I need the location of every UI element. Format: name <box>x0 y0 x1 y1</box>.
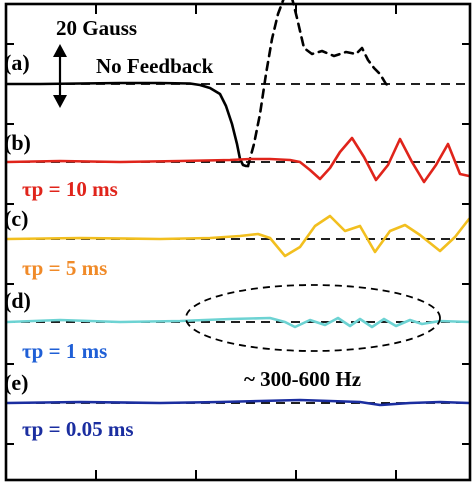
legend-tau-10ms: τp = 10 ms <box>22 177 118 201</box>
annotation-frequency: ~ 300-600 Hz <box>244 367 361 391</box>
legend-tau-0.05ms: τp = 0.05 ms <box>22 417 134 441</box>
trace-b <box>5 136 471 184</box>
trace-a-dashed <box>246 0 392 168</box>
plot-frame <box>4 2 472 482</box>
traces <box>5 0 471 407</box>
panel-label-e: (e) <box>4 370 28 395</box>
annotation-ellipse <box>185 284 441 352</box>
legend-tau-5ms: τp = 5 ms <box>22 256 107 280</box>
legend-tau-1ms: τp = 1 ms <box>22 339 107 363</box>
panel-label-a: (a) <box>4 50 30 75</box>
panel-label-d: (d) <box>4 288 31 313</box>
scale-bar-arrow <box>53 44 67 108</box>
trace-d <box>5 316 471 329</box>
trace-e <box>5 398 471 407</box>
panel-label-c: (c) <box>4 206 28 231</box>
trace-c <box>5 214 471 258</box>
scale-bar-label: 20 Gauss <box>56 16 137 40</box>
trace-a <box>5 81 250 168</box>
panel-label-b: (b) <box>4 130 31 155</box>
axis-ticks <box>6 4 470 480</box>
legend-no-feedback: No Feedback <box>96 54 214 78</box>
